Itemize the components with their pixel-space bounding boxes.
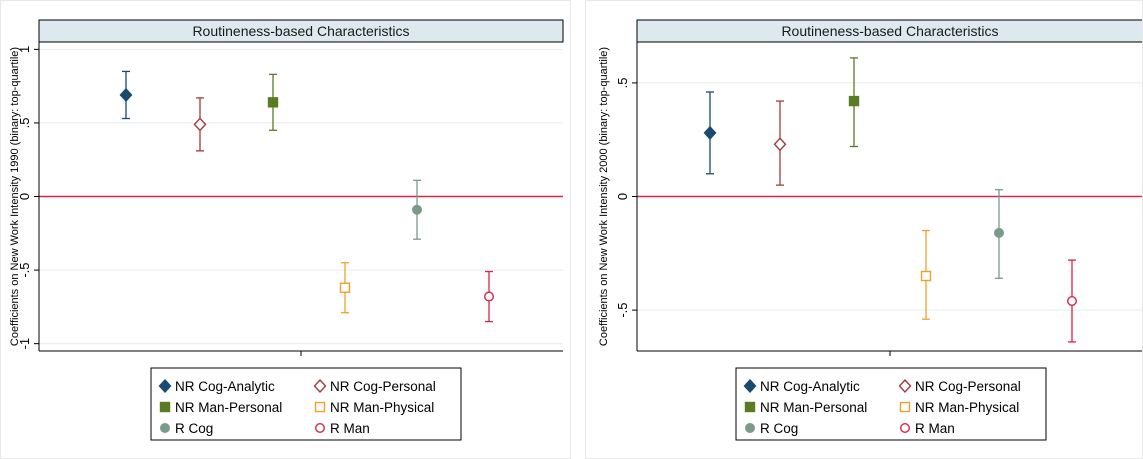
legend-marker <box>158 378 172 394</box>
legend-label: R Cog <box>175 421 213 436</box>
series-1-estimate <box>703 91 717 175</box>
y-axis-label: Coefficients on New Work Intensity 1990 … <box>9 47 21 346</box>
legend-marker <box>743 378 757 394</box>
legend-label: NR Cog-Personal <box>915 379 1021 394</box>
series-6-estimate <box>484 270 495 323</box>
chart-title-bar <box>636 19 1143 43</box>
legend-label: NR Man-Physical <box>915 400 1019 415</box>
data-point-marker <box>339 282 351 293</box>
series-5-estimate <box>994 189 1005 279</box>
series-4-estimate <box>339 262 351 314</box>
series-2-estimate <box>193 97 207 152</box>
y-tick-label: 0 <box>615 193 630 200</box>
legend-marker <box>900 423 911 434</box>
chart-title: Routineness-based Characteristics <box>781 23 998 39</box>
series-5-estimate <box>412 179 423 240</box>
y-tick-label: -.5 <box>615 303 630 318</box>
y-tick-label: 1 <box>17 46 32 53</box>
legend-label: NR Man-Personal <box>175 400 282 415</box>
y-tick-label: 0 <box>17 193 32 200</box>
series-4-estimate <box>920 229 932 320</box>
y-axis-label: Coefficients on New Work Intensity 2000 … <box>598 47 610 346</box>
legend-marker <box>159 423 170 434</box>
legend-box <box>150 367 462 441</box>
legend-box <box>735 367 1047 441</box>
legend-marker <box>315 423 326 434</box>
legend-label: NR Cog-Analytic <box>175 379 275 394</box>
series-3-estimate <box>267 73 279 131</box>
legend-marker <box>313 378 327 394</box>
chart-title-bar <box>38 19 564 43</box>
data-point-marker <box>412 204 423 215</box>
data-point-marker <box>484 291 495 302</box>
legend-marker <box>898 378 912 394</box>
data-point-marker <box>773 137 787 152</box>
legend-label: NR Cog-Analytic <box>760 379 860 394</box>
legend-label: R Man <box>330 421 370 436</box>
data-point-marker <box>703 125 717 140</box>
legend-marker <box>899 401 911 413</box>
series-1-estimate <box>119 70 133 120</box>
series-2-estimate <box>773 100 787 186</box>
legend-label: NR Man-Physical <box>330 400 434 415</box>
series-3-estimate <box>848 57 860 148</box>
data-point-marker <box>193 117 207 132</box>
chart-panel-2000: Routineness-based Characteristics .5 0 -.5 C… <box>585 0 1143 459</box>
data-point-marker <box>848 95 860 107</box>
data-point-marker <box>920 270 932 282</box>
data-point-marker <box>994 227 1005 238</box>
chart-title: Routineness-based Characteristics <box>192 23 409 39</box>
chart-2000-svg: Routineness-based Characteristics .5 0 -.5 C… <box>585 0 1143 459</box>
legend-marker <box>744 423 755 434</box>
series-6-estimate <box>1067 259 1078 343</box>
legend-marker <box>159 401 171 413</box>
data-point-marker <box>119 87 133 103</box>
data-point-marker <box>267 97 279 108</box>
chart-panel-1990: Routineness-based Characteristics 1 .5 0 -.5… <box>0 0 571 459</box>
data-point-marker <box>1067 296 1078 307</box>
y-tick-label: .5 <box>615 77 630 88</box>
chart-1990-svg: Routineness-based Characteristics 1 .5 0 -.5… <box>0 0 571 459</box>
legend-marker <box>744 401 756 413</box>
y-tick-label: -1 <box>17 338 32 350</box>
legend-label: R Man <box>915 421 955 436</box>
legend-label: NR Cog-Personal <box>330 379 436 394</box>
legend-label: R Cog <box>760 421 798 436</box>
legend-marker <box>314 401 326 413</box>
y-tick-label: -.5 <box>17 262 32 277</box>
y-tick-label: .5 <box>17 118 32 129</box>
legend-label: NR Man-Personal <box>760 400 867 415</box>
